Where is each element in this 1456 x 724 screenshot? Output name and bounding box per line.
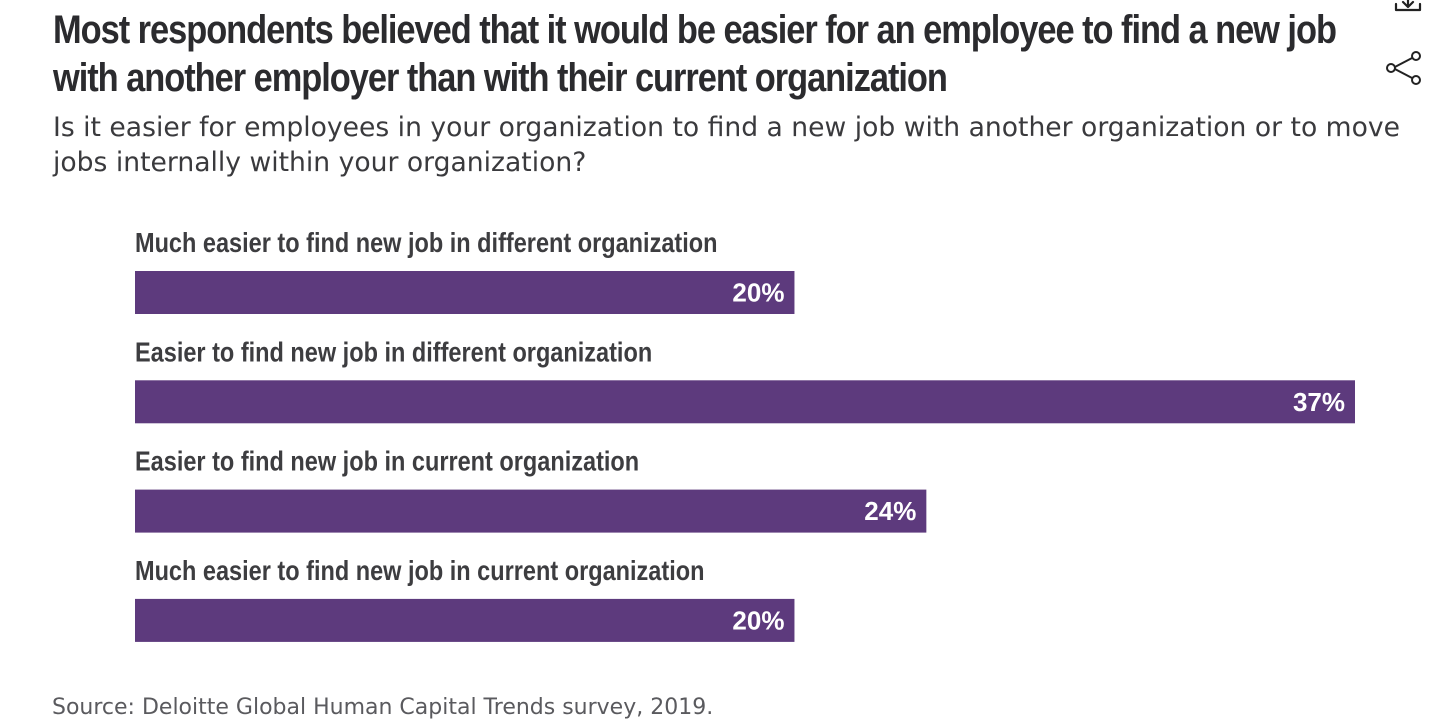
category-label: Easier to find new job in different orga… xyxy=(135,337,652,367)
share-icon[interactable] xyxy=(1384,50,1424,86)
bar xyxy=(135,598,795,642)
bar xyxy=(135,380,1355,424)
value-label: 20% xyxy=(732,605,784,635)
source-note: Source: Deloitte Global Human Capital Tr… xyxy=(52,695,714,720)
value-label: 24% xyxy=(864,496,916,526)
chart-subtitle: Is it easier for employees in your organ… xyxy=(53,112,1400,178)
chart-title: Most respondents believed that it would … xyxy=(53,8,1337,100)
category-label: Much easier to find new job in current o… xyxy=(135,556,704,586)
bar xyxy=(135,271,795,314)
value-label: 37% xyxy=(1293,387,1345,417)
category-label: Much easier to find new job in different… xyxy=(135,228,718,258)
bar xyxy=(135,489,927,533)
value-label: 20% xyxy=(732,278,784,308)
download-icon[interactable] xyxy=(1392,0,1424,14)
category-label: Easier to find new job in current organi… xyxy=(135,447,639,477)
